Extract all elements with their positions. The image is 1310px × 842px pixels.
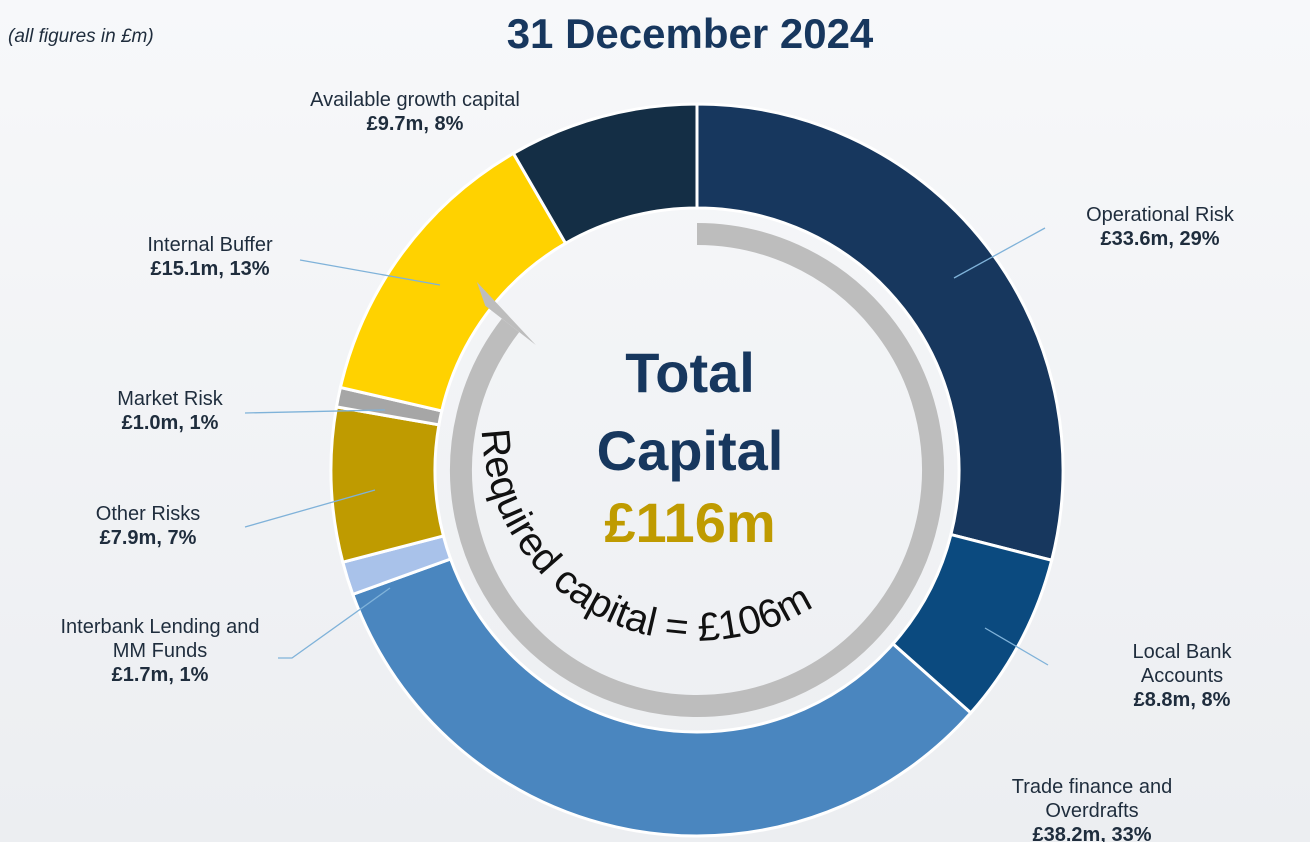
segment-name: Market Risk [117,388,223,410]
segment-value: £7.9m, 7% [99,527,197,549]
leader-line [278,587,391,659]
leader-line [244,489,376,528]
segment [511,102,699,246]
segment-value: £15.1m, 13% [150,258,270,280]
segment-value: £9.7m, 8% [366,113,464,135]
segment-name: Interbank Lending and MM Funds [60,616,260,662]
center-line: Total [625,341,755,404]
segment-name: Local Bank Accounts [1132,641,1232,687]
segment-label: Internal Buffer £15.1m, 13% [147,233,272,281]
leader-line [953,227,1046,279]
arrow-ring [450,223,944,717]
segment-name: Internal Buffer [147,234,273,256]
segment-name: Trade finance and Overdrafts [1011,776,1173,822]
leader-line [244,409,386,414]
segment [329,405,446,565]
note: (all figures in £m) [8,26,154,47]
segment-label: Interbank Lending and MM Funds £1.7m, 1% [45,615,275,687]
segment-label: Operational Risk £33.6m, 29% [1086,203,1234,251]
leader-line [299,259,441,286]
segment-label: Local Bank Accounts £8.8m, 8% [1118,640,1246,712]
center-line: Capital [597,419,784,482]
segment-value: £1.7m, 1% [111,664,209,686]
segment-value: £33.6m, 29% [1100,228,1220,250]
arrow-head [476,281,536,345]
segment [350,557,973,838]
center-value: £116m [604,491,775,554]
segment-name: Other Risks [95,503,201,525]
leader-line [984,627,1049,666]
segment-label: Available growth capital £9.7m, 8% [310,88,520,136]
segment-label: Other Risks £7.9m, 7% [96,502,200,550]
segment-value: £8.8m, 8% [1133,689,1231,711]
segment-name: Operational Risk [1086,204,1234,226]
segment [695,102,1065,563]
segment-label: Market Risk £1.0m, 1% [117,387,223,435]
segment-name: Available growth capital [310,89,520,111]
segment-value: £38.2m, 33% [1032,824,1152,842]
chart-title: 31 December 2024 [507,10,874,57]
segment-label: Trade finance and Overdrafts £38.2m, 33% [983,775,1201,842]
segment [338,151,568,413]
segment-value: £1.0m, 1% [121,412,219,434]
